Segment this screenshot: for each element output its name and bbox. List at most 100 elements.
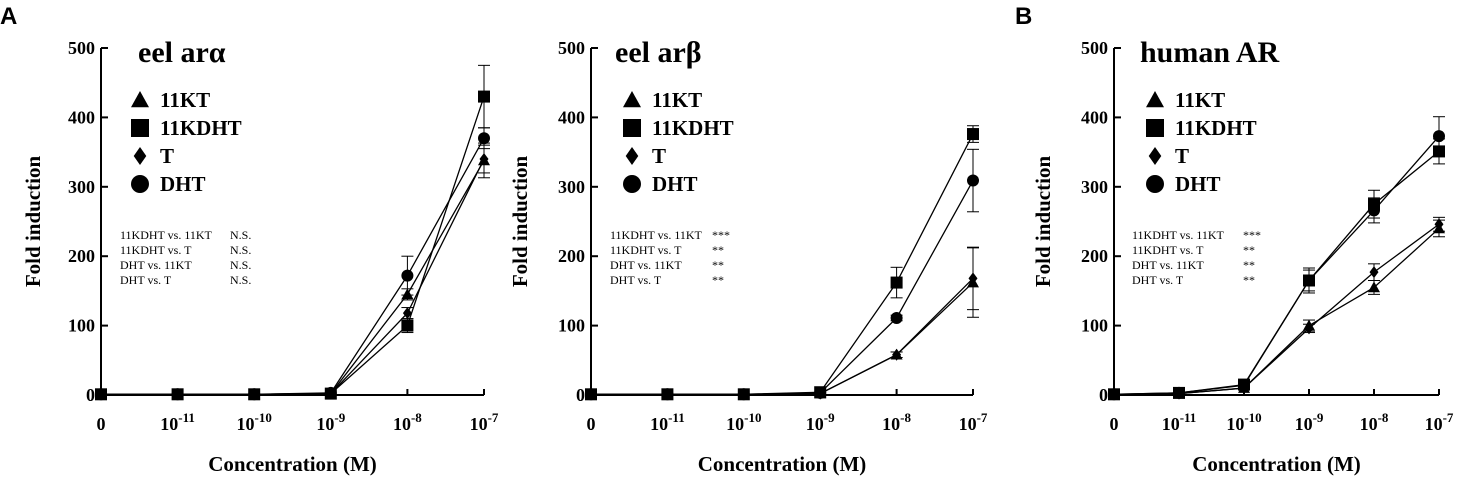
data-point-dht bbox=[1433, 130, 1445, 143]
legend-marker-dht bbox=[1146, 175, 1164, 193]
y-tick-label: 400 bbox=[558, 107, 585, 127]
stat-significance: N.S. bbox=[230, 258, 251, 272]
y-tick-label: 300 bbox=[558, 177, 585, 197]
data-point-11kdht bbox=[890, 276, 903, 289]
data-point-t bbox=[1369, 266, 1379, 279]
data-point-11kt bbox=[1368, 281, 1380, 293]
stat-comparison-label: DHT vs. 11KT bbox=[610, 258, 682, 272]
x-tick-label: 10-11 bbox=[1162, 410, 1197, 434]
panel-letter-a: A bbox=[0, 3, 17, 30]
x-tick-label: 10-8 bbox=[393, 410, 422, 434]
series-line-t bbox=[591, 277, 974, 395]
data-point-dht bbox=[1173, 386, 1185, 399]
x-axis-label: Concentration (M) bbox=[1192, 452, 1361, 476]
stat-comparison-label: 11KDHT vs. 11KT bbox=[120, 228, 213, 242]
legend-marker-11kt bbox=[1146, 91, 1164, 108]
stat-significance: N.S. bbox=[230, 243, 251, 257]
legend-label: DHT bbox=[1175, 172, 1221, 196]
panel-letter-b: B bbox=[1015, 3, 1032, 30]
data-point-dht bbox=[661, 388, 674, 401]
stat-comparison-label: DHT vs. T bbox=[610, 273, 662, 287]
stat-significance: *** bbox=[712, 228, 730, 242]
legend-marker-11kt bbox=[623, 91, 641, 108]
y-tick-label: 300 bbox=[1081, 177, 1108, 197]
data-point-dht bbox=[324, 386, 337, 399]
stat-comparison-label: 11KDHT vs. T bbox=[610, 243, 682, 257]
legend-label: 11KDHT bbox=[1175, 116, 1257, 140]
chart-title: eel arα bbox=[138, 36, 226, 69]
data-point-dht bbox=[585, 388, 597, 401]
y-tick-label: 500 bbox=[68, 38, 95, 58]
stat-significance: ** bbox=[1243, 273, 1255, 287]
y-tick-label: 400 bbox=[68, 107, 95, 127]
stat-significance: ** bbox=[712, 258, 724, 272]
series-line-dht bbox=[1113, 135, 1440, 395]
legend-marker-dht bbox=[131, 175, 149, 193]
stat-comparison-label: DHT vs. T bbox=[1132, 273, 1184, 287]
chart-title: human AR bbox=[1140, 36, 1280, 69]
y-tick-label: 500 bbox=[558, 38, 585, 58]
legend-marker-t bbox=[1148, 147, 1162, 165]
legend-marker-t bbox=[625, 147, 639, 165]
stat-comparison-label: 11KDHT vs. T bbox=[120, 243, 192, 257]
legend-marker-11kdht bbox=[1146, 119, 1164, 137]
data-point-dht bbox=[814, 386, 827, 399]
legend-label: T bbox=[652, 144, 666, 168]
y-tick-label: 100 bbox=[68, 316, 95, 336]
data-point-dht bbox=[1368, 204, 1380, 217]
data-point-11kdht bbox=[401, 319, 414, 332]
y-axis-label: Fold induction bbox=[21, 156, 45, 288]
y-axis-label: Fold induction bbox=[1031, 156, 1055, 288]
x-tick-label: 10-10 bbox=[726, 410, 761, 434]
y-tick-label: 200 bbox=[1081, 246, 1108, 266]
y-tick-label: 100 bbox=[558, 316, 585, 336]
stat-comparison-label: 11KDHT vs. T bbox=[1132, 243, 1204, 257]
data-point-t bbox=[1304, 322, 1314, 335]
legend-marker-11kdht bbox=[623, 119, 641, 137]
series-line-11kt bbox=[591, 282, 974, 395]
x-axis-label: Concentration (M) bbox=[698, 452, 867, 476]
stat-comparison-label: DHT vs. T bbox=[120, 273, 172, 287]
x-tick-label: 10-11 bbox=[160, 410, 195, 434]
x-tick-label: 10-11 bbox=[650, 410, 685, 434]
stat-comparison-label: DHT vs. 11KT bbox=[120, 258, 192, 272]
y-tick-label: 100 bbox=[1081, 316, 1108, 336]
data-point-dht bbox=[171, 388, 184, 401]
stat-significance: ** bbox=[712, 273, 724, 287]
legend-label: DHT bbox=[652, 172, 698, 196]
chart-human-ar: 0 100 200 300 400 500 0 10-11 10-10 10-9 10-8 10-7 C… bbox=[1031, 36, 1454, 476]
stat-significance: *** bbox=[1243, 228, 1261, 242]
y-tick-label: 200 bbox=[68, 246, 95, 266]
legend-marker-dht bbox=[623, 175, 641, 193]
y-tick-label: 500 bbox=[1081, 38, 1108, 58]
series-line-dht bbox=[591, 180, 974, 395]
x-tick-label: 0 bbox=[97, 414, 106, 434]
stat-significance: ** bbox=[712, 243, 724, 257]
data-point-dht bbox=[478, 132, 490, 145]
y-tick-label: 0 bbox=[576, 385, 585, 405]
x-tick-label: 10-7 bbox=[1425, 410, 1454, 434]
legend-label: 11KT bbox=[1175, 88, 1225, 112]
x-tick-label: 10-7 bbox=[470, 410, 499, 434]
y-tick-label: 400 bbox=[1081, 107, 1108, 127]
legend-marker-11kdht bbox=[131, 119, 149, 137]
legend-marker-t bbox=[133, 147, 147, 165]
legend-label: 11KT bbox=[652, 88, 702, 112]
data-point-dht bbox=[401, 269, 414, 282]
chart-eel-ar-alpha: 0 100 200 300 400 500 0 10-11 10-10 10-9 10-8 10-7 C… bbox=[21, 36, 499, 476]
stat-significance: N.S. bbox=[230, 273, 251, 287]
data-point-dht bbox=[248, 388, 261, 401]
y-tick-label: 0 bbox=[86, 385, 95, 405]
x-tick-label: 10-10 bbox=[237, 410, 272, 434]
y-axis-label: Fold induction bbox=[508, 156, 532, 288]
series-line-dht bbox=[101, 137, 485, 395]
stat-significance: ** bbox=[1243, 258, 1255, 272]
stat-significance: N.S. bbox=[230, 228, 251, 242]
chart-eel-ar-beta: 0 100 200 300 400 500 0 10-11 10-10 10-9 10-8 10-7 C… bbox=[508, 36, 988, 476]
x-axis-label: Concentration (M) bbox=[208, 452, 377, 476]
data-point-dht bbox=[1238, 379, 1250, 392]
stat-significance: ** bbox=[1243, 243, 1255, 257]
data-point-t bbox=[479, 153, 489, 166]
data-point-11kdht bbox=[1433, 145, 1445, 158]
